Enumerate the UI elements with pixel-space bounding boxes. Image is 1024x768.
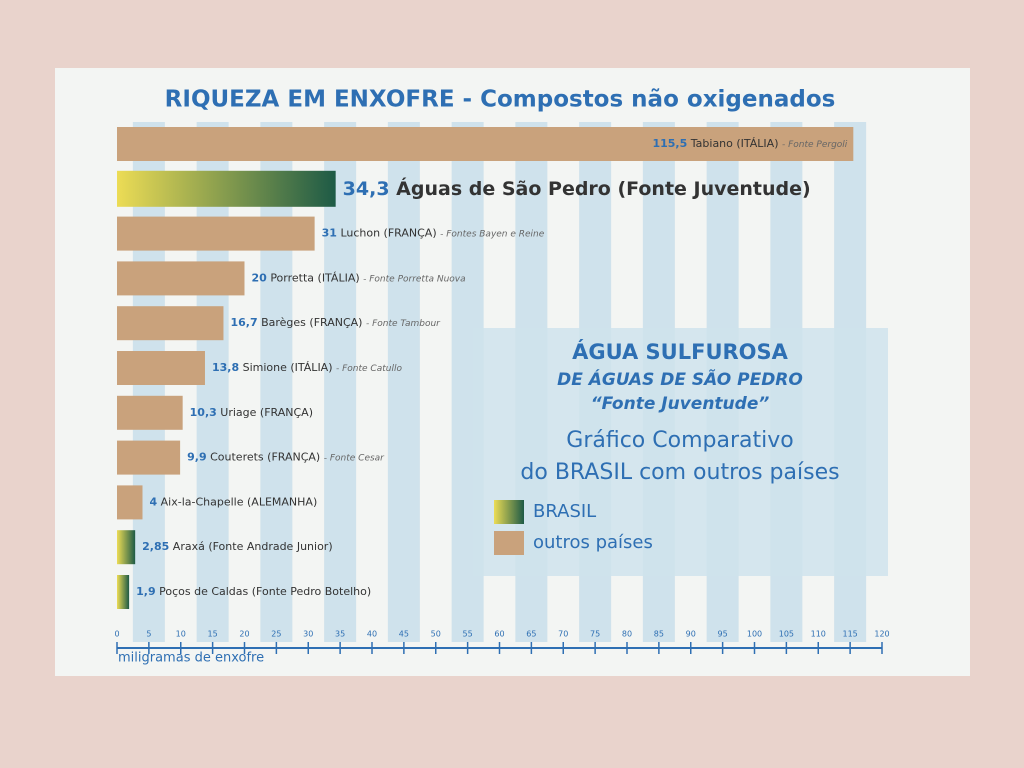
x-tick-label: 5 (146, 630, 151, 639)
x-tick-label: 35 (335, 630, 345, 639)
x-tick-label: 65 (526, 630, 536, 639)
category-label: Simione (ITÁLIA) (243, 361, 333, 374)
source-label: - Fonte Pergoli (782, 140, 848, 150)
legend-box (473, 328, 888, 576)
bar (117, 261, 245, 296)
value-label: 34,3 (343, 177, 390, 199)
bar (117, 440, 181, 475)
x-tick-label: 100 (747, 630, 762, 639)
bar-label: 10,3 Uriage (FRANÇA) (190, 406, 313, 419)
bar (117, 170, 336, 207)
category-label: Águas de São Pedro (Fonte Juventude) (396, 176, 811, 199)
bar (117, 485, 143, 520)
bar (117, 306, 224, 341)
chart-title: RIQUEZA EM ENXOFRE - Compostos não oxige… (165, 87, 836, 113)
grid-stripe (387, 122, 420, 642)
legend-title: DE ÁGUAS DE SÃO PEDRO (557, 367, 803, 390)
legend-label: BRASIL (533, 501, 596, 522)
value-label: 115,5 (652, 137, 687, 150)
bar-label: 31 Luchon (FRANÇA) - Fontes Bayen e Rein… (322, 227, 545, 240)
bar (117, 530, 136, 565)
bar-label: 16,7 Barèges (FRANÇA) - Fonte Tambour (230, 316, 441, 329)
x-tick-label: 20 (239, 630, 249, 639)
bar-label: 2,85 Araxá (Fonte Andrade Junior) (142, 540, 332, 553)
legend-title: ÁGUA SULFUROSA (572, 339, 789, 364)
bar-label: 1,9 Poços de Caldas (Fonte Pedro Botelho… (136, 585, 371, 598)
value-label: 1,9 (136, 585, 156, 598)
x-tick-label: 25 (271, 630, 281, 639)
value-label: 10,3 (190, 406, 217, 419)
source-label: - Fonte Cesar (324, 453, 385, 463)
bar-label: 34,3 Águas de São Pedro (Fonte Juventude… (343, 176, 811, 199)
source-label: - Fontes Bayen e Reine (440, 229, 545, 239)
category-label: Barèges (FRANÇA) (261, 316, 362, 329)
legend-title: “Fonte Juventude” (591, 394, 770, 414)
x-tick-label: 50 (431, 630, 441, 639)
value-label: 9,9 (187, 451, 207, 464)
x-axis-label: miligramas de enxofre (118, 651, 264, 666)
value-label: 13,8 (212, 361, 239, 374)
category-label: Poços de Caldas (Fonte Pedro Botelho) (159, 585, 371, 598)
x-tick-label: 0 (114, 630, 119, 639)
legend-swatch (494, 531, 524, 555)
x-tick-label: 110 (811, 630, 826, 639)
source-label: - Fonte Porretta Nuova (363, 274, 466, 284)
x-tick-label: 95 (718, 630, 728, 639)
category-label: Uriage (FRANÇA) (220, 406, 313, 419)
bar-label: 9,9 Couterets (FRANÇA) - Fonte Cesar (187, 451, 385, 464)
category-label: Luchon (FRANÇA) (340, 227, 436, 240)
x-tick-label: 55 (463, 630, 473, 639)
category-label: Couterets (FRANÇA) (210, 451, 320, 464)
bar (117, 216, 315, 251)
bar-label: 4 Aix-la-Chapelle (ALEMANHA) (150, 495, 318, 508)
category-label: Tabiano (ITÁLIA) (690, 137, 779, 150)
x-tick-label: 10 (176, 630, 186, 639)
x-tick-label: 75 (590, 630, 600, 639)
bar-label: 115,5 Tabiano (ITÁLIA) - Fonte Pergoli (652, 137, 847, 150)
x-tick-label: 70 (558, 630, 568, 639)
value-label: 16,7 (230, 316, 257, 329)
category-label: Araxá (Fonte Andrade Junior) (173, 540, 333, 553)
value-label: 31 (322, 227, 337, 240)
x-tick-label: 40 (367, 630, 377, 639)
bar (117, 575, 130, 609)
source-label: - Fonte Tambour (366, 319, 441, 329)
x-tick-label: 60 (494, 630, 504, 639)
x-tick-label: 15 (208, 630, 218, 639)
category-label: Porretta (ITÁLIA) (270, 271, 359, 284)
legend-subtitle: do BRASIL com outros países (520, 460, 839, 485)
x-tick-label: 30 (303, 630, 313, 639)
x-tick-label: 105 (779, 630, 794, 639)
grid-stripe (324, 122, 357, 642)
value-label: 2,85 (142, 540, 169, 553)
source-label: - Fonte Catullo (336, 364, 402, 374)
x-tick-label: 115 (842, 630, 857, 639)
legend-label: outros países (533, 532, 653, 553)
value-label: 4 (150, 495, 158, 508)
legend-subtitle: Gráfico Comparativo (566, 428, 793, 453)
x-tick-label: 90 (686, 630, 696, 639)
category-label: Aix-la-Chapelle (ALEMANHA) (161, 495, 318, 508)
bar (117, 351, 205, 385)
bar (117, 395, 183, 430)
value-label: 20 (252, 271, 268, 284)
bar-label: 20 Porretta (ITÁLIA) - Fonte Porretta Nu… (252, 271, 466, 284)
bar-label: 13,8 Simione (ITÁLIA) - Fonte Catullo (212, 361, 402, 374)
x-tick-label: 80 (622, 630, 632, 639)
legend-swatch (494, 500, 524, 524)
grid-stripe (260, 122, 293, 642)
x-tick-label: 45 (399, 630, 409, 639)
bar (117, 127, 854, 161)
x-tick-label: 85 (654, 630, 664, 639)
x-tick-label: 120 (874, 630, 889, 639)
